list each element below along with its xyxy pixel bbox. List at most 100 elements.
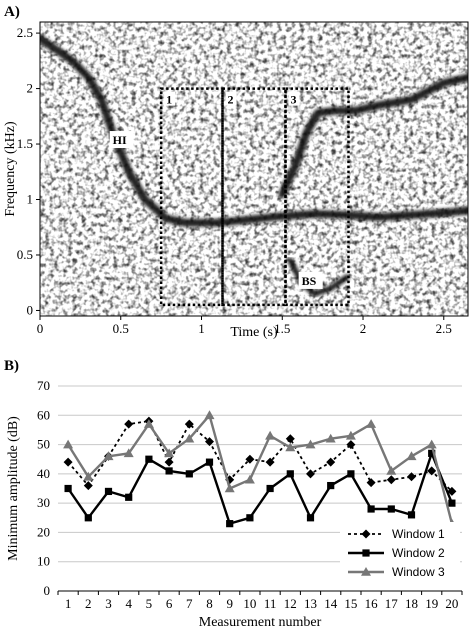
x-axis-title: Time (s) [230, 325, 278, 340]
vocalization-trace [40, 34, 468, 227]
x-tick-label: 14 [324, 596, 338, 611]
data-point [428, 449, 436, 457]
x-tick-label: 4 [125, 596, 132, 611]
data-point [165, 467, 173, 475]
x-tick-label: 10 [243, 596, 256, 611]
spectrogram-panel: A) 1 2 3 HI BS 0 0.5 1 1.5 2 2.5 0 0.5 1 1.5 2 2.5 Time (s… [3, 4, 469, 340]
x-tick-label: 1.5 [274, 321, 290, 336]
spectrogram-image [40, 22, 468, 316]
x-axis-title: Measurement number [199, 615, 322, 630]
data-point [204, 410, 215, 420]
x-tick-label: 2 [85, 596, 92, 611]
data-point [123, 448, 134, 458]
data-point [345, 430, 356, 440]
annotation-bs: BS [302, 274, 317, 288]
data-point [83, 471, 94, 481]
y-tick-label: 50 [37, 437, 50, 452]
x-tick-label: 18 [405, 596, 418, 611]
data-point [407, 511, 416, 519]
x-tick-label: 16 [365, 596, 379, 611]
y-tick-label: 0.5 [17, 247, 33, 262]
y-tick-label: 70 [37, 378, 50, 393]
data-point [265, 457, 275, 467]
data-point [286, 470, 294, 478]
data-point [164, 448, 175, 458]
data-point [63, 457, 73, 467]
data-point [407, 472, 416, 482]
data-point [386, 465, 397, 475]
x-tick-label: 6 [166, 596, 173, 611]
data-point [83, 481, 93, 491]
data-point [285, 442, 296, 452]
x-tick-label: 2.5 [436, 321, 452, 336]
data-point [346, 440, 356, 450]
series-window-2 [64, 449, 456, 528]
data-point [63, 439, 74, 449]
y-tick-label: 0 [27, 302, 34, 317]
legend-entry: Window 1 [392, 527, 445, 541]
x-tick-label: 0.5 [113, 321, 129, 336]
data-point [426, 439, 437, 449]
y-tick-label: 1.5 [17, 136, 33, 151]
data-point [184, 419, 194, 429]
legend-marker [361, 529, 371, 539]
data-point [387, 505, 395, 513]
data-point [325, 433, 336, 443]
data-point [367, 505, 375, 513]
y-tick-label: 10 [37, 554, 50, 569]
legend-marker [361, 567, 371, 576]
data-point [427, 466, 437, 476]
y-tick-label: 30 [37, 495, 50, 510]
data-point [145, 455, 153, 463]
panel-a-label: A) [4, 4, 20, 20]
x-tick-label: 17 [385, 596, 399, 611]
window-label-3: 3 [290, 93, 296, 107]
data-point [245, 454, 255, 464]
x-tick-label: 20 [445, 596, 458, 611]
x-tick-label: 12 [284, 596, 297, 611]
data-point [265, 430, 276, 440]
data-point [205, 458, 214, 466]
data-point [124, 419, 134, 429]
y-tick-label: 40 [37, 466, 50, 481]
series-line [67, 414, 454, 524]
x-tick-label: 0 [37, 321, 44, 336]
window-label-bg [225, 91, 237, 106]
data-point [347, 470, 355, 478]
data-point [285, 434, 295, 444]
legend-entry: Window 2 [392, 546, 445, 560]
panel-b-label: B) [4, 358, 19, 374]
x-tick-label: 2 [360, 321, 367, 336]
data-point [224, 483, 235, 493]
y-tick-label: 1 [27, 192, 34, 207]
data-point [448, 499, 456, 507]
data-point [205, 437, 214, 447]
window-label-bg [164, 91, 176, 106]
data-point [447, 486, 457, 496]
data-point [366, 478, 376, 488]
data-point [326, 457, 336, 467]
annotation-bg [109, 131, 134, 149]
plot-frame [39, 21, 469, 317]
x-tick-label: 9 [226, 596, 233, 611]
analysis-window-1 [159, 87, 224, 307]
data-point [84, 514, 92, 522]
x-tick-label: 1 [198, 321, 205, 336]
spectrogram-noise [40, 22, 468, 316]
y-tick-label: 2.5 [17, 25, 33, 40]
vocalization-trace [287, 257, 350, 297]
y-tick-label: 0 [44, 583, 51, 598]
data-point [366, 419, 377, 428]
data-point [244, 474, 255, 484]
data-point [305, 439, 316, 449]
y-tick-label: 20 [37, 524, 50, 539]
series-line [67, 452, 454, 525]
series-window-3 [63, 410, 457, 528]
window-label-1: 1 [166, 93, 172, 107]
window-label-bg [288, 91, 300, 106]
y-axis-title: Minimum amplitude (dB) [6, 416, 21, 561]
data-point [143, 419, 154, 428]
x-tick-label: 1 [65, 596, 72, 611]
x-tick-label: 11 [264, 596, 277, 611]
